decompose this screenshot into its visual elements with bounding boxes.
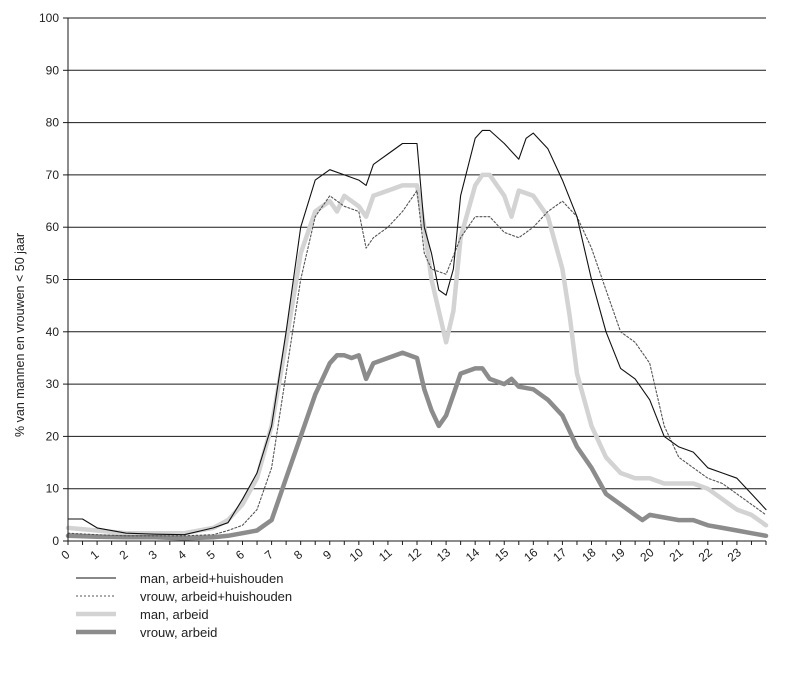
x-tick-label: 7	[262, 547, 276, 562]
y-tick-label: 90	[46, 63, 60, 77]
x-tick-label: 10	[347, 545, 366, 565]
x-tick-label: 19	[608, 545, 627, 565]
y-tick-label: 0	[52, 534, 59, 548]
x-tick-label: 22	[696, 545, 715, 565]
y-tick-label: 70	[46, 168, 60, 182]
y-axis-title: % van mannen en vrouwen < 50 jaar	[13, 233, 27, 437]
x-tick-label: 17	[550, 545, 569, 565]
x-tick-label: 8	[291, 547, 305, 562]
x-tick-label: 13	[434, 545, 453, 565]
y-tick-label: 80	[46, 116, 60, 130]
x-tick-label: 9	[320, 547, 334, 562]
x-tick-labels: 0 1 2 3 4 5 6 7 8 9 10 11 12 13 14 15 16 17 18 19 20 21 22 23	[58, 545, 744, 565]
y-tick-label: 20	[46, 429, 60, 443]
legend: man, arbeid+huishouden vrouw, arbeid+huis…	[76, 571, 292, 640]
x-tick-label: 16	[521, 545, 540, 565]
x-tick-label: 0	[58, 547, 72, 562]
x-tick-label: 3	[146, 547, 160, 562]
x-tick-label: 15	[492, 545, 511, 565]
series-line-2	[67, 190, 767, 537]
y-tick-label: 10	[46, 482, 60, 496]
y-tick-labels: 0 10 20 30 40 50 60 70 80 90 100	[39, 11, 59, 548]
series-lines	[65, 129, 769, 541]
x-tick-label: 12	[405, 545, 424, 565]
y-tick-label: 30	[46, 377, 60, 391]
x-tick-label: 14	[463, 545, 482, 565]
axes	[63, 17, 767, 545]
series-line-4	[65, 350, 769, 541]
y-tick-label: 50	[46, 273, 60, 287]
x-tick-label: 20	[637, 545, 656, 565]
series-line-3	[65, 172, 769, 536]
x-tick-label: 6	[233, 547, 247, 562]
y-tick-label: 100	[39, 11, 59, 25]
y-tick-label: 60	[46, 220, 60, 234]
legend-label-2: vrouw, arbeid+huishouden	[140, 589, 292, 604]
series-line-1	[67, 129, 767, 536]
x-tick-label: 18	[579, 545, 598, 565]
x-tick-label: 4	[175, 547, 189, 562]
x-tick-label: 2	[117, 547, 131, 562]
x-tick-label: 5	[204, 547, 218, 562]
gridlines	[68, 17, 766, 490]
x-tick-label: 23	[725, 545, 744, 565]
legend-label-1: man, arbeid+huishouden	[140, 571, 283, 586]
x-tick-label: 11	[376, 545, 395, 564]
y-tick-label: 40	[46, 325, 60, 339]
legend-label-4: vrouw, arbeid	[140, 625, 217, 640]
legend-label-3: man, arbeid	[140, 607, 209, 622]
x-tick-label: 21	[667, 545, 686, 565]
x-tick-label: 1	[87, 547, 101, 562]
